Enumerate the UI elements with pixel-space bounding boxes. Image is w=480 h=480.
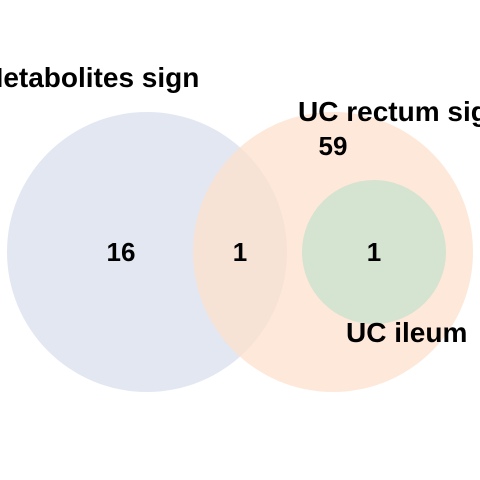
- set-circle-ileum: [302, 180, 446, 324]
- region-count-rectum-only: 59: [319, 131, 348, 161]
- set-label-rectum: UC rectum sig: [298, 96, 480, 127]
- region-count-ileum: 1: [367, 237, 381, 267]
- set-label-ileum: UC ileum: [346, 317, 467, 348]
- region-count-metabolites-rectum: 1: [233, 237, 247, 267]
- set-label-metabolites: Metabolites sign: [0, 62, 199, 93]
- region-count-metabolites-only: 16: [107, 237, 136, 267]
